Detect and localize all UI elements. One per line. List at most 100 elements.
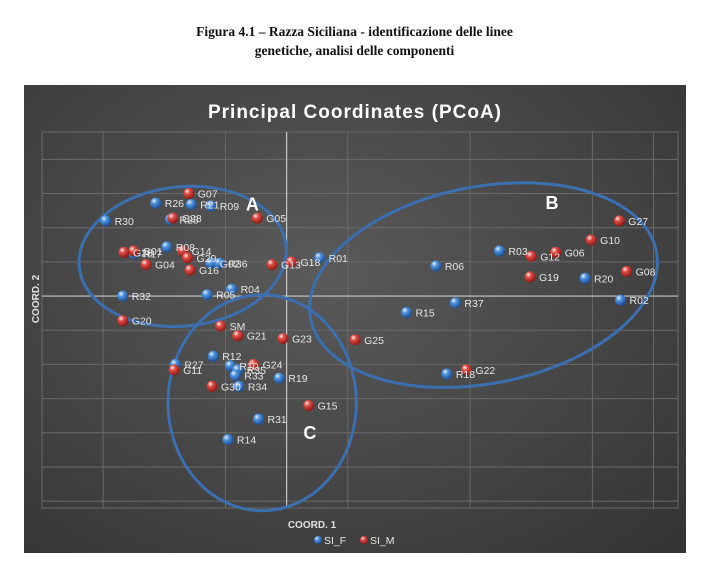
group-label-b: B [546,193,559,213]
point-g07 [183,188,195,200]
point-g26 [118,246,130,258]
point-label-r31: R31 [267,414,286,426]
grid [41,131,679,509]
point-label-r18: R18 [456,369,475,381]
chart-title: Principal Coordinates (PCoA) [208,102,502,123]
point-g18 [286,256,298,268]
point-label-r05: R05 [216,290,235,302]
point-label-r34: R34 [248,381,267,393]
point-label-r04: R04 [241,284,260,296]
ellipse-group-a [77,184,288,329]
point-g05 [251,212,263,224]
group-ellipses [77,181,659,513]
point-g25 [349,334,361,346]
plot-border [41,131,679,509]
point-r01 [314,252,326,264]
legend-marker-si_m [360,536,368,544]
point-r21 [185,198,197,210]
point-label-r36: R36 [228,258,247,270]
point-r30 [100,215,112,227]
point-label-g22: G22 [475,365,495,377]
point-label-g05: G05 [266,213,286,225]
point-label-r33: R33 [244,370,263,382]
point-r26 [150,197,162,209]
point-label-r09: R09 [220,201,239,213]
ellipse-group-c [166,293,358,513]
point-label-g12: G12 [540,251,560,263]
point-g08 [621,265,633,277]
point-label-g10: G10 [600,235,620,247]
point-label-r15: R15 [415,307,434,319]
point-label-g15: G15 [318,400,338,412]
point-r33 [229,369,241,381]
point-label-g19: G19 [539,272,559,284]
point-r15 [400,306,412,318]
point-label-g26: G26 [133,247,153,259]
point-r05 [201,289,213,301]
point-label-r28: R28 [179,215,198,227]
point-label-g07: G07 [198,189,218,201]
point-label-g25: G25 [364,335,384,347]
point-g22 [460,364,472,376]
point-label-g16: G16 [199,265,219,277]
point-label-g08: G08 [636,266,656,278]
point-r37 [449,297,461,309]
point-label-r03: R03 [508,246,527,258]
data-points [100,188,633,446]
legend-label-si_m: SI_M [370,535,395,547]
point-g30 [206,380,218,392]
legend: SI_F SI_M [314,535,395,547]
ellipse-group-b [308,181,659,389]
point-r12 [207,350,219,362]
point-r32 [117,290,129,302]
point-label-r32: R32 [132,291,151,303]
point-g21 [232,330,244,342]
point-r08 [161,241,173,253]
point-label-g20: G20 [132,316,152,328]
point-label-sm: SM [230,321,246,333]
point-r31 [252,413,264,425]
figure-caption: Figura 4.1 – Razza Siciliana - identific… [0,22,709,60]
point-g12 [525,250,537,262]
point-label-r14: R14 [237,435,256,447]
point-g29 [182,252,194,264]
point-label-r37: R37 [464,298,483,310]
point-r03 [493,245,505,257]
point-label-r30: R30 [115,216,134,228]
point-g04 [140,259,152,271]
point-label-g14: G14 [192,246,212,258]
point-sm [215,320,227,332]
point-label-g11: G11 [183,365,202,377]
point-label-g18: G18 [301,257,321,269]
point-r14 [222,434,234,446]
point-g19 [524,271,536,283]
caption-line-1: Figura 4.1 – Razza Siciliana - identific… [196,24,513,39]
point-r20 [579,272,591,284]
point-label-r06: R06 [445,261,464,273]
point-g28 [167,212,179,224]
point-label-g23: G23 [292,333,312,345]
group-labels: A B C [246,193,559,443]
point-label-r08: R08 [176,242,195,254]
point-g01 [128,245,140,257]
point-label-g28: G28 [182,213,202,225]
chart-frame: R26 R21 R09 R28 R30 R08 R17 G02 R36 R04 R32 R05 R01 R… [24,85,686,553]
point-r06 [430,260,442,272]
group-label-c: C [303,423,316,443]
point-g10 [585,234,597,246]
point-r36 [213,257,225,269]
point-r09 [205,200,217,212]
point-g24 [248,358,260,370]
point-g06 [550,246,562,258]
point-g11 [168,364,180,376]
legend-marker-si_f [314,536,322,544]
point-label-g30: G30 [221,381,241,393]
point-label-g13: G13 [281,260,301,272]
point-label-r17: R17 [143,249,162,261]
point-r02 [615,294,627,306]
point-g20 [117,315,129,327]
y-axis-label: COORD. 2 [31,274,42,323]
point-r04 [226,283,238,295]
group-label-a: A [246,194,259,214]
